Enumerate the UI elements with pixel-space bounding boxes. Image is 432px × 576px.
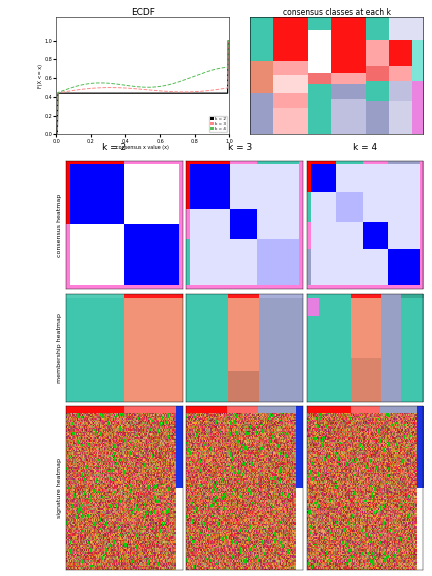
Text: membership heatmap: membership heatmap <box>57 313 62 383</box>
Text: k = 3: k = 3 <box>228 143 252 152</box>
Legend: k = 2, k = 3, k = 4: k = 2, k = 3, k = 4 <box>209 116 227 132</box>
Title: ECDF: ECDF <box>131 7 155 17</box>
Title: consensus classes at each k: consensus classes at each k <box>283 7 391 17</box>
Text: k = 2: k = 2 <box>102 143 126 152</box>
Text: signature heatmap: signature heatmap <box>57 458 62 518</box>
Y-axis label: F(X <= x): F(X <= x) <box>38 64 43 88</box>
Text: k = 4: k = 4 <box>353 143 377 152</box>
X-axis label: consensus x value (x): consensus x value (x) <box>116 145 169 150</box>
Text: consensus heatmap: consensus heatmap <box>57 194 62 256</box>
